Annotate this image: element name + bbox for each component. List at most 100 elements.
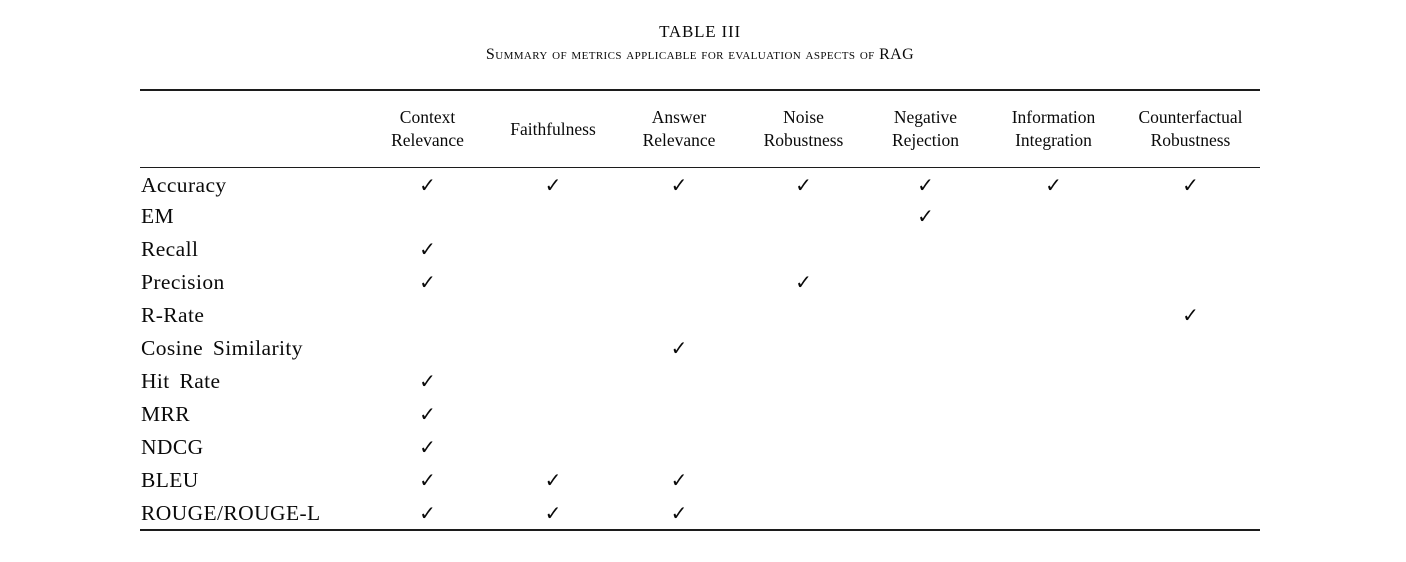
- empty-cell: [865, 299, 986, 332]
- check-mark: ✓: [419, 502, 436, 525]
- table-row-em: EM ✓: [140, 200, 1260, 233]
- empty-cell: [986, 299, 1121, 332]
- check-mark: ✓: [1182, 175, 1199, 198]
- metric-label: MRR: [141, 402, 190, 426]
- check-mark: ✓: [670, 338, 688, 360]
- empty-cell: [986, 464, 1121, 497]
- check-mark: ✓: [1045, 175, 1062, 198]
- column-header-information-integration: Information Integration: [1011, 107, 1096, 150]
- check-mark: ✓: [670, 502, 688, 525]
- check-mark: ✓: [544, 470, 562, 492]
- check-mark: ✓: [419, 404, 436, 426]
- table-row-hit-rate: Hit Rate ✓: [140, 365, 1260, 398]
- column-header-answer-relevance: Answer Relevance: [642, 107, 716, 150]
- empty-cell: [986, 200, 1121, 233]
- empty-cell: [1121, 233, 1260, 266]
- empty-cell: [365, 299, 490, 332]
- column-header-context-relevance: Context Relevance: [391, 107, 464, 150]
- empty-cell: [742, 299, 865, 332]
- empty-cell: [1121, 266, 1260, 299]
- empty-cell: [1121, 431, 1260, 464]
- empty-cell: [742, 332, 865, 365]
- table-subtitle: Summary of metrics applicable for evalua…: [485, 46, 915, 63]
- empty-cell: [1121, 398, 1260, 431]
- check-mark: ✓: [544, 175, 562, 198]
- empty-cell: [865, 332, 986, 365]
- empty-cell: [490, 266, 616, 299]
- empty-cell: [865, 398, 986, 431]
- empty-cell: [986, 233, 1121, 266]
- table-row-ndcg: NDCG ✓: [140, 431, 1260, 464]
- table-row-mrr: MRR ✓: [140, 398, 1260, 431]
- empty-cell: [1121, 365, 1260, 398]
- header-row: Context Relevance Faithfulness Answer Rele…: [140, 90, 1260, 167]
- check-mark: ✓: [917, 175, 934, 198]
- corner-cell: [140, 90, 365, 167]
- metric-label: ROUGE/ROUGE-L: [141, 500, 321, 525]
- table-row-rouge-rouge-l: ROUGE/ROUGE-L ✓ ✓ ✓: [140, 497, 1260, 530]
- check-mark: ✓: [419, 272, 436, 294]
- metrics-table: Context Relevance Faithfulness Answer Rele…: [140, 89, 1260, 531]
- empty-cell: [616, 365, 742, 398]
- check-mark: ✓: [419, 175, 436, 198]
- empty-cell: [616, 398, 742, 431]
- empty-cell: [1121, 464, 1260, 497]
- empty-cell: [490, 431, 616, 464]
- check-mark: ✓: [917, 206, 934, 228]
- table-row-accuracy: Accuracy ✓ ✓ ✓ ✓ ✓ ✓ ✓: [140, 167, 1260, 200]
- empty-cell: [490, 233, 616, 266]
- check-mark: ✓: [795, 272, 812, 294]
- column-header-negative-rejection: Negative Rejection: [891, 107, 960, 150]
- check-mark: ✓: [419, 239, 436, 261]
- check-mark: ✓: [670, 175, 688, 198]
- empty-cell: [742, 497, 865, 530]
- table-number: TABLE III: [659, 22, 741, 41]
- metric-label: Recall: [141, 237, 199, 261]
- table-caption: TABLE III Summary of metrics applicable …: [140, 22, 1260, 64]
- empty-cell: [1121, 497, 1260, 530]
- empty-cell: [742, 464, 865, 497]
- metric-label: Cosine Similarity: [141, 336, 303, 360]
- empty-cell: [616, 266, 742, 299]
- empty-cell: [616, 200, 742, 233]
- empty-cell: [865, 464, 986, 497]
- table-row-cosine-similarity: Cosine Similarity ✓: [140, 332, 1260, 365]
- table-row-recall: Recall ✓: [140, 233, 1260, 266]
- empty-cell: [742, 233, 865, 266]
- empty-cell: [986, 431, 1121, 464]
- empty-cell: [865, 431, 986, 464]
- empty-cell: [1121, 200, 1260, 233]
- metric-label: Precision: [141, 270, 225, 294]
- table-row-bleu: BLEU ✓ ✓ ✓: [140, 464, 1260, 497]
- empty-cell: [365, 200, 490, 233]
- empty-cell: [742, 398, 865, 431]
- check-mark: ✓: [795, 175, 812, 198]
- empty-cell: [490, 365, 616, 398]
- empty-cell: [986, 332, 1121, 365]
- check-mark: ✓: [544, 502, 562, 525]
- empty-cell: [865, 365, 986, 398]
- metric-label: NDCG: [141, 435, 204, 459]
- column-header-faithfulness: Faithfulness: [510, 118, 596, 139]
- metric-label: Accuracy: [141, 173, 227, 198]
- metric-label: Hit Rate: [141, 369, 221, 393]
- table-body: Accuracy ✓ ✓ ✓ ✓ ✓ ✓ ✓ EM ✓ Recall ✓ Precision ✓ ✓ R-Ra…: [140, 167, 1260, 530]
- empty-cell: [1121, 332, 1260, 365]
- metric-label: EM: [141, 204, 175, 228]
- empty-cell: [742, 431, 865, 464]
- check-mark: ✓: [1182, 305, 1199, 327]
- check-mark: ✓: [670, 470, 688, 492]
- empty-cell: [986, 266, 1121, 299]
- check-mark: ✓: [419, 371, 436, 393]
- empty-cell: [986, 398, 1121, 431]
- empty-cell: [616, 233, 742, 266]
- check-mark: ✓: [419, 437, 436, 459]
- metric-label: BLEU: [141, 468, 199, 492]
- column-header-counterfactual-robustness: Counterfactual Robustness: [1138, 107, 1243, 150]
- empty-cell: [490, 398, 616, 431]
- empty-cell: [365, 332, 490, 365]
- empty-cell: [986, 365, 1121, 398]
- empty-cell: [865, 497, 986, 530]
- empty-cell: [865, 233, 986, 266]
